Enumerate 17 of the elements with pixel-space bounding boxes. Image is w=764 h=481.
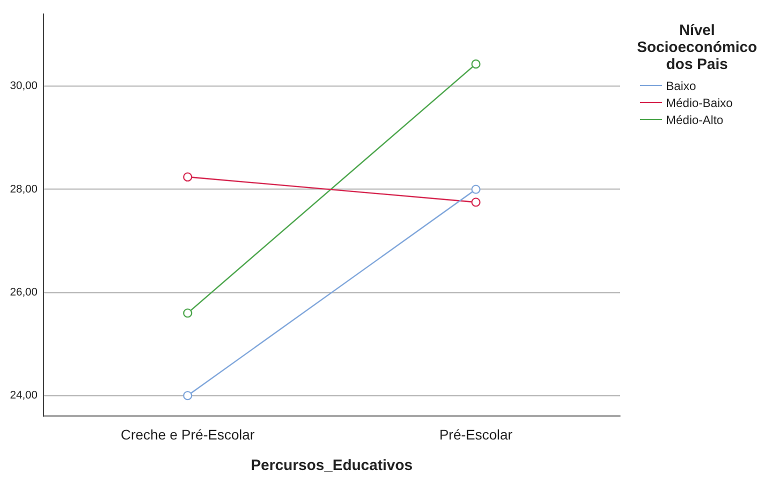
point: [183, 172, 192, 182]
y-tick-label: 30,00: [10, 80, 38, 92]
point: [183, 308, 192, 318]
x-axis-title: Percursos_Educativos: [250, 457, 413, 474]
point: [471, 198, 480, 207]
legend-label: Médio-Baixo: [666, 96, 733, 110]
y-tick-label: 28,00: [10, 183, 38, 196]
point: [471, 184, 480, 194]
legend-label: Baixo: [666, 78, 696, 92]
x-tick-label: Pré-Escolar: [439, 426, 513, 442]
y-tick-label: 26,00: [10, 286, 38, 298]
y-tick-label: 24,00: [10, 390, 38, 402]
legend-title: Nível Socioeconómico dos Pais: [636, 22, 758, 73]
x-tick-label: Creche e Pré-Escolar: [120, 426, 255, 442]
point: [471, 59, 480, 69]
legend-label: Médio-Alto: [666, 112, 724, 126]
point: [183, 390, 192, 400]
